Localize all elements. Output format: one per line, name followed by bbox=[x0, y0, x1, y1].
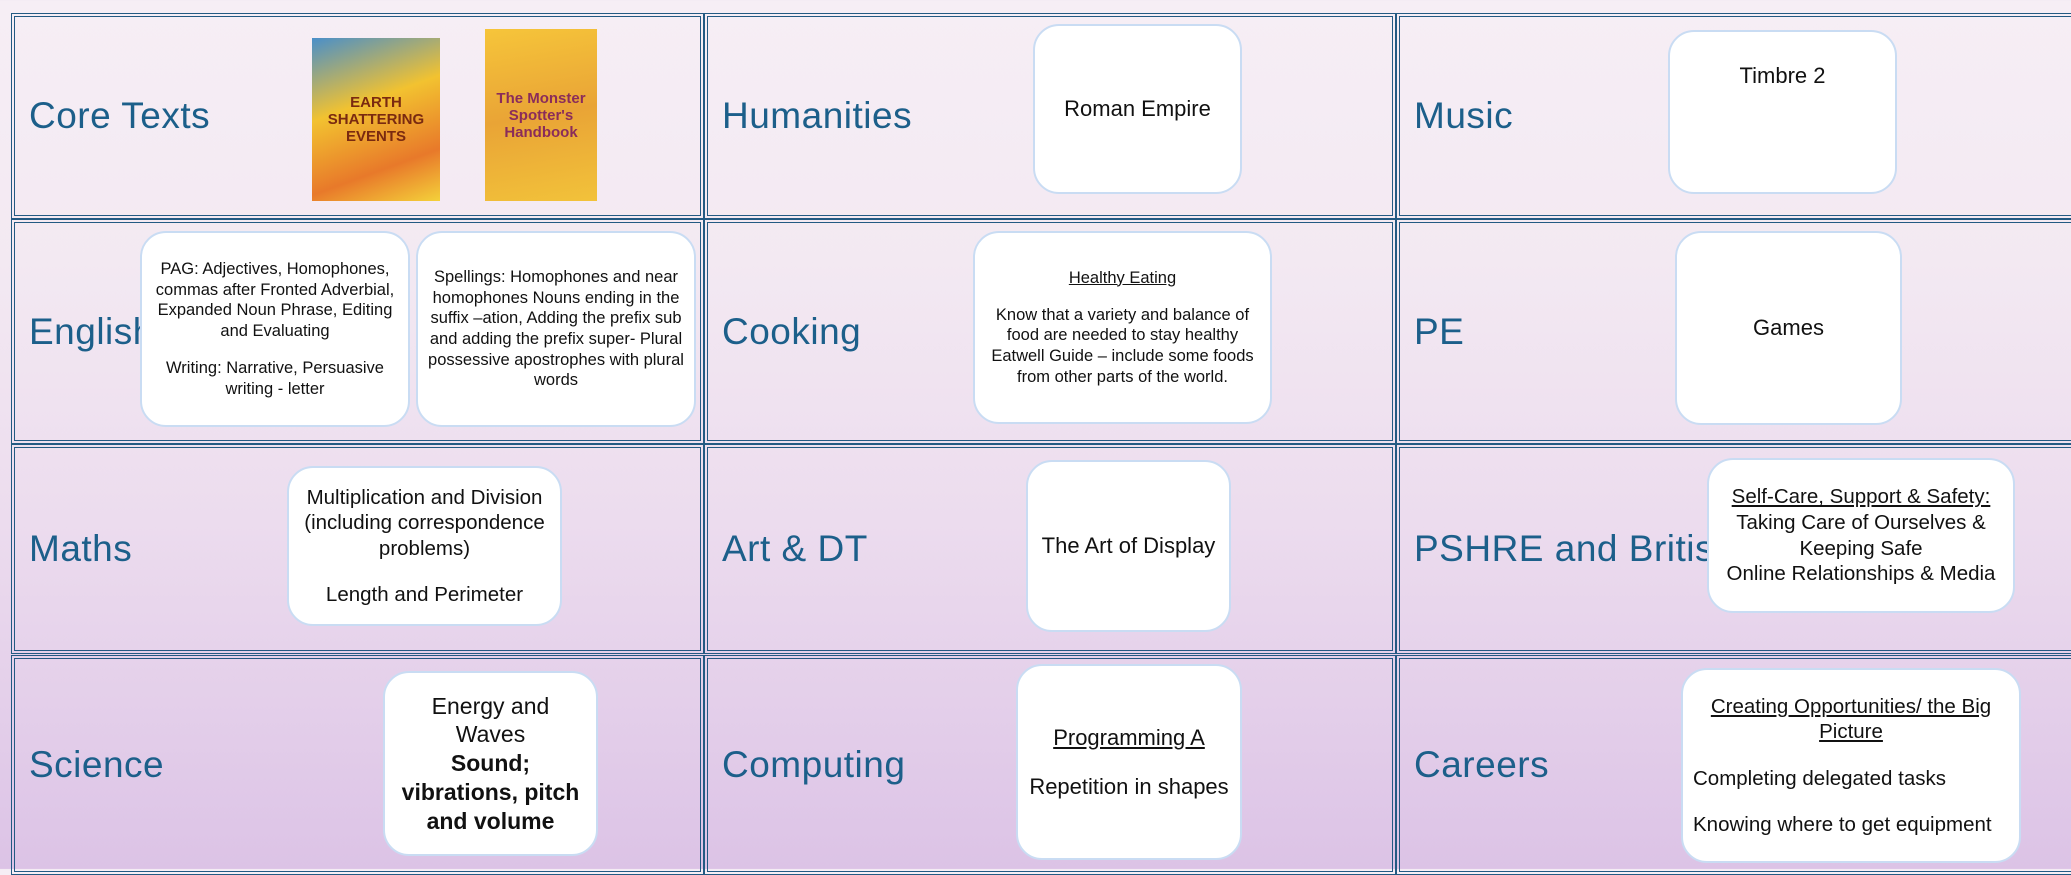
box-text: Multiplication and Division (including c… bbox=[304, 485, 545, 560]
subject-label: Science bbox=[29, 743, 165, 785]
box-text: Energy and Waves bbox=[431, 692, 550, 748]
content-box: Games bbox=[1675, 231, 1902, 425]
box-text: Writing: Narrative, Persuasive writing -… bbox=[166, 358, 384, 398]
subject-cell: English bbox=[11, 219, 704, 444]
subject-cell: Art & DT bbox=[704, 444, 1396, 654]
box-text: Games bbox=[1753, 315, 1824, 341]
content-box: Self-Care, Support & Safety: Taking Care … bbox=[1707, 458, 2015, 613]
subject-label: Humanities bbox=[722, 94, 913, 136]
box-text: Creating Opportunities/ the Big Picture bbox=[1710, 694, 1992, 744]
box-text: The Art of Display bbox=[1041, 533, 1216, 559]
book-cover: The Monster Spotter's Handbook bbox=[485, 29, 597, 201]
content-box: Healthy Eating Know that a variety and ba… bbox=[973, 231, 1272, 424]
subject-cell: Core Texts bbox=[11, 13, 704, 219]
subject-cell: Maths bbox=[11, 444, 704, 654]
content-box: PAG: Adjectives, Homophones, commas afte… bbox=[140, 231, 410, 427]
book-cover: EARTH SHATTERING EVENTS bbox=[312, 38, 440, 201]
box-text: Timbre 2 bbox=[1739, 63, 1826, 88]
box-text: Sound; vibrations, pitch and volume bbox=[401, 750, 580, 834]
box-text: Online Relationships & Media bbox=[1726, 562, 1996, 586]
content-box: Multiplication and Division (including c… bbox=[287, 466, 562, 626]
box-text: Length and Perimeter bbox=[325, 582, 524, 606]
content-box: Programming A Repetition in shapes bbox=[1016, 664, 1242, 860]
box-text: Self-Care, Support & Safety: bbox=[1731, 485, 1991, 509]
box-text: PAG: Adjectives, Homophones, commas afte… bbox=[155, 259, 395, 340]
box-text: Taking Care of Ourselves & Keeping Safe bbox=[1736, 510, 1986, 560]
subject-cell: Humanities bbox=[704, 13, 1396, 219]
subject-label: Core Texts bbox=[29, 94, 211, 136]
subject-label: PE bbox=[1414, 310, 1465, 352]
box-text: Knowing where to get equipment bbox=[1693, 812, 1992, 836]
content-box: Spellings: Homophones and near homophone… bbox=[416, 231, 696, 427]
subject-label: Art & DT bbox=[722, 527, 868, 569]
subject-cell: Music bbox=[1396, 13, 2071, 219]
box-text: Healthy Eating bbox=[1068, 268, 1177, 287]
box-text: Programming A bbox=[1053, 724, 1205, 750]
content-box: Roman Empire bbox=[1033, 24, 1242, 194]
content-box: Creating Opportunities/ the Big Picture C… bbox=[1681, 668, 2021, 863]
content-box: Timbre 2 bbox=[1668, 30, 1897, 194]
content-box: The Art of Display bbox=[1026, 460, 1231, 632]
subject-cell: Science bbox=[11, 655, 704, 875]
box-text: Know that a variety and balance of food … bbox=[991, 305, 1254, 386]
box-text: Repetition in shapes bbox=[1029, 774, 1229, 799]
box-text: Completing delegated tasks bbox=[1693, 766, 1946, 790]
subject-label: Maths bbox=[29, 527, 133, 569]
subject-cell: PE bbox=[1396, 219, 2071, 444]
subject-label: Careers bbox=[1414, 743, 1550, 785]
box-text: Roman Empire bbox=[1064, 96, 1211, 122]
subject-label: English bbox=[29, 310, 154, 352]
box-text: Spellings: Homophones and near homophone… bbox=[428, 268, 684, 390]
subject-label: Music bbox=[1414, 94, 1514, 136]
subject-label: Computing bbox=[722, 743, 906, 785]
subject-cell: Cooking bbox=[704, 219, 1396, 444]
content-box: Energy and Waves Sound; vibrations, pitch… bbox=[383, 671, 598, 856]
subject-label: Cooking bbox=[722, 310, 862, 352]
